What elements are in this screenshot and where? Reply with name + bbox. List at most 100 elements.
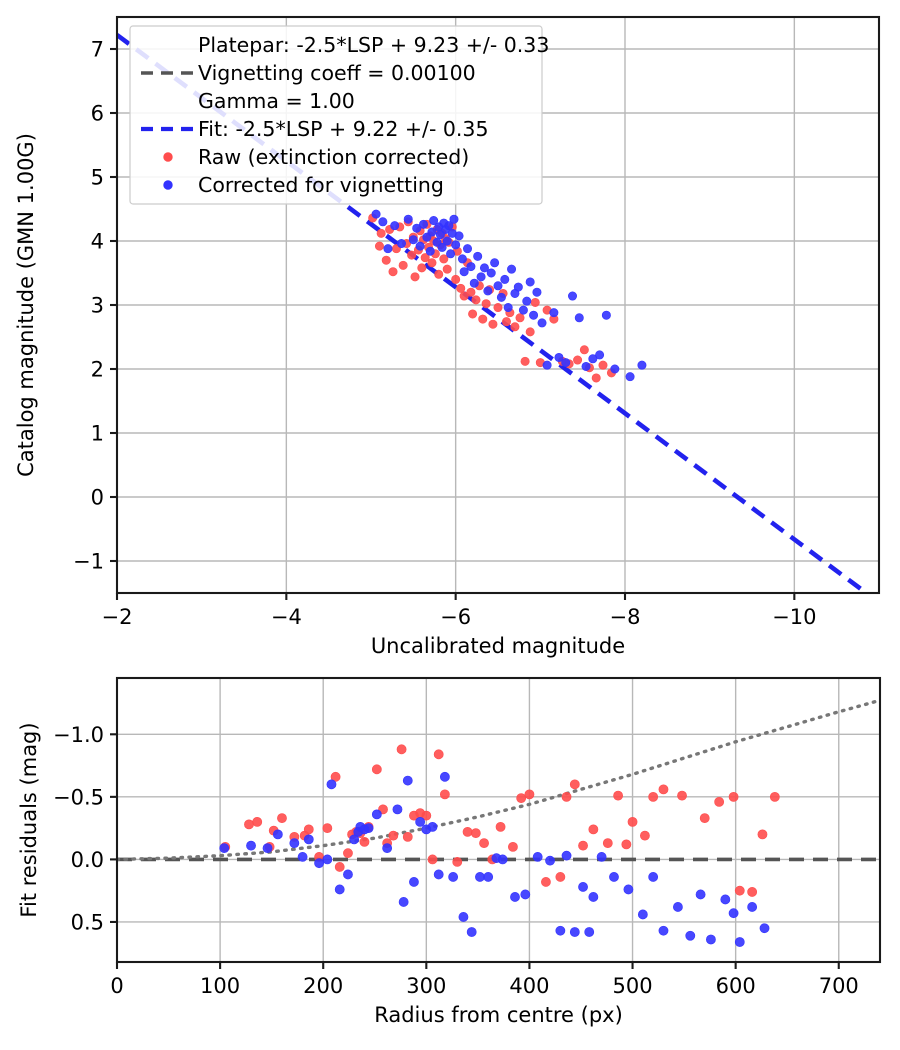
vignetting-curve	[117, 700, 877, 862]
data-point	[433, 749, 444, 760]
y-axis-label: Catalog magnitude (GMN 1.00G)	[14, 133, 38, 477]
x-tick-label: 200	[303, 974, 343, 998]
legend-marker-dot-red	[163, 152, 173, 162]
data-point	[476, 272, 486, 282]
data-point	[289, 838, 300, 849]
data-point	[330, 771, 341, 782]
data-point	[677, 790, 687, 801]
data-point	[458, 912, 469, 922]
data-point	[442, 264, 452, 274]
data-point	[602, 838, 613, 849]
y-tick-label: 0.0	[71, 848, 104, 872]
data-point	[510, 892, 520, 902]
data-point	[759, 923, 770, 934]
data-point	[493, 303, 503, 313]
data-point	[437, 242, 447, 252]
data-point	[518, 305, 528, 315]
data-point	[503, 303, 513, 313]
data-point	[410, 272, 420, 282]
data-point	[297, 852, 308, 862]
data-point	[471, 295, 481, 305]
series-raw-extinction-corrected	[368, 213, 616, 383]
data-point	[578, 840, 588, 851]
data-point	[573, 355, 583, 365]
data-point	[595, 350, 605, 360]
plot-area	[117, 700, 880, 947]
data-point	[613, 790, 624, 801]
data-point	[459, 291, 469, 301]
data-point	[252, 816, 263, 827]
data-point	[439, 789, 450, 800]
x-tick-label: −2	[102, 605, 133, 629]
data-point	[516, 793, 527, 804]
data-point	[303, 834, 314, 845]
data-point	[520, 356, 530, 366]
data-point	[434, 269, 444, 279]
data-point	[454, 231, 464, 241]
data-point	[568, 291, 578, 301]
legend-entry-label: Platepar: -2.5*LSP + 9.23 +/- 0.33	[198, 33, 549, 57]
data-point	[555, 872, 566, 882]
data-point	[510, 322, 520, 332]
data-point	[637, 360, 647, 370]
data-point	[403, 214, 413, 224]
data-point	[246, 840, 256, 851]
x-tick-label: −6	[440, 605, 471, 629]
data-point	[500, 274, 510, 284]
data-point	[695, 889, 706, 900]
data-point	[486, 268, 496, 278]
data-point	[640, 830, 650, 841]
data-point	[427, 821, 438, 832]
data-point	[481, 299, 491, 309]
data-point	[525, 277, 535, 287]
data-point	[446, 249, 456, 259]
data-point	[769, 791, 780, 802]
data-point	[658, 925, 669, 936]
data-point	[383, 244, 393, 254]
data-point	[522, 296, 532, 306]
data-point	[219, 843, 230, 854]
data-point	[272, 829, 283, 840]
x-tick-label: 600	[716, 974, 756, 998]
data-point	[574, 313, 584, 323]
data-point	[371, 764, 382, 775]
data-point	[591, 373, 601, 383]
data-point	[496, 292, 506, 302]
data-point	[532, 852, 543, 862]
data-point	[451, 274, 461, 284]
data-point	[532, 287, 542, 297]
y-tick-label: 6	[91, 102, 104, 126]
data-point	[326, 779, 337, 790]
y-tick-label: 7	[91, 38, 104, 62]
data-point	[561, 791, 572, 802]
data-point	[625, 372, 635, 382]
data-point	[648, 791, 659, 802]
data-point	[501, 317, 511, 327]
data-point	[412, 223, 422, 233]
data-point	[322, 823, 333, 834]
data-point	[530, 297, 540, 307]
data-point	[468, 309, 478, 319]
data-point	[495, 821, 506, 832]
data-point	[398, 260, 408, 270]
data-point	[277, 813, 287, 824]
data-point	[452, 857, 463, 867]
x-tick-label: −4	[271, 605, 302, 629]
data-point	[371, 209, 381, 219]
y-tick-label: −1.0	[53, 723, 104, 747]
y-axis-label: Fit residuals (mag)	[17, 722, 41, 917]
axes-frame	[115, 676, 882, 964]
data-point	[427, 854, 438, 865]
data-point	[728, 908, 739, 919]
data-point	[584, 927, 595, 937]
data-point	[542, 360, 552, 370]
data-point	[449, 214, 459, 224]
data-point	[451, 240, 461, 250]
data-point	[466, 927, 477, 937]
legend-entry-label: Fit: -2.5*LSP + 9.22 +/- 0.35	[198, 117, 489, 141]
y-tick-label: −0.5	[53, 785, 104, 809]
data-point	[734, 885, 745, 896]
data-point	[569, 779, 580, 790]
data-point	[529, 310, 539, 320]
